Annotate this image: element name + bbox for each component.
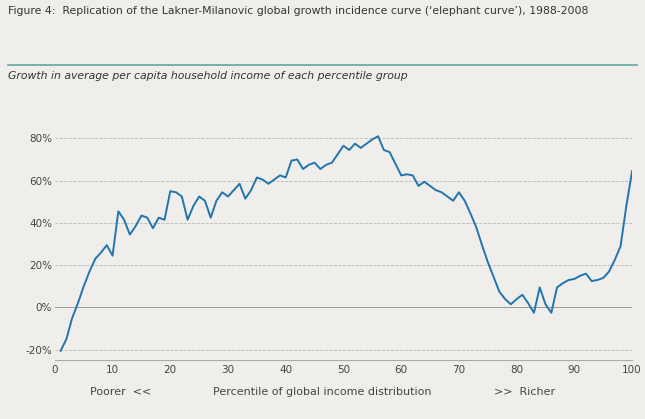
Text: Growth in average per capita household income of each percentile group: Growth in average per capita household i… xyxy=(8,71,408,81)
Text: Percentile of global income distribution: Percentile of global income distribution xyxy=(213,387,432,397)
Text: Figure 4:  Replication of the Lakner-Milanovic global growth incidence curve (‘e: Figure 4: Replication of the Lakner-Mila… xyxy=(8,6,588,16)
Text: Poorer  <<: Poorer << xyxy=(90,387,152,397)
Text: >>  Richer: >> Richer xyxy=(493,387,555,397)
